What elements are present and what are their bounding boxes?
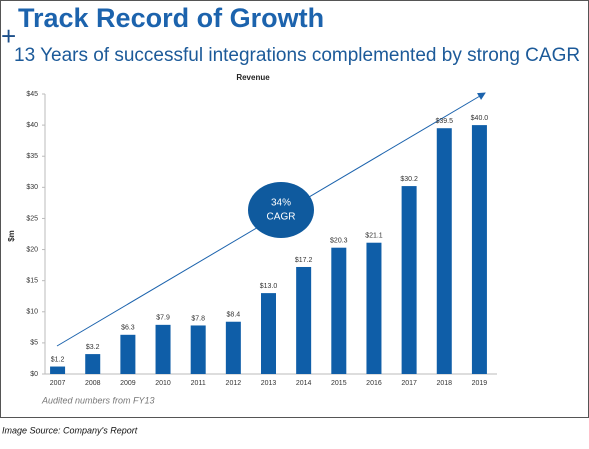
y-tick-label: $45 [26, 91, 38, 98]
value-label: $7.8 [191, 315, 205, 322]
value-label: $3.2 [86, 344, 100, 351]
y-tick-label: $35 [26, 153, 38, 160]
x-tick-label: 2018 [436, 380, 452, 387]
value-label: $30.2 [400, 176, 418, 183]
bar [436, 128, 452, 374]
value-label: $13.0 [260, 283, 278, 290]
bar [296, 266, 312, 374]
value-label: $1.2 [51, 356, 65, 363]
bar [401, 186, 417, 374]
value-label: $40.0 [471, 115, 489, 122]
bar [225, 321, 241, 374]
source: Image Source: Company's Report [2, 425, 138, 435]
x-tick-label: 2017 [401, 380, 417, 387]
cagr-bubble [248, 182, 314, 238]
y-tick-label: $10 [26, 309, 38, 316]
chart-title: Revenue [236, 73, 270, 82]
x-tick-label: 2014 [296, 380, 312, 387]
bar [190, 325, 206, 374]
bar [261, 293, 276, 374]
x-tick-label: 2013 [261, 380, 277, 387]
x-tick-label: 2015 [331, 380, 347, 387]
y-tick-label: $30 [26, 184, 38, 191]
x-tick-label: 2009 [120, 380, 136, 387]
y-tick-label: $25 [26, 215, 38, 222]
bar [471, 125, 487, 374]
y-tick-label: $40 [26, 122, 38, 129]
value-label: $21.1 [365, 233, 383, 240]
x-tick-label: 2010 [155, 380, 171, 387]
bar [155, 324, 171, 374]
value-label: $7.9 [156, 315, 170, 322]
cagr-value: 34% [271, 198, 291, 209]
value-label: $20.3 [330, 238, 348, 245]
bar [366, 242, 382, 374]
bar [331, 247, 347, 374]
x-tick-label: 2016 [366, 380, 382, 387]
bar [50, 366, 66, 374]
value-label: $39.5 [436, 118, 454, 125]
y-axis-label: $m [7, 230, 16, 242]
slide-title: Track Record of Growth [18, 3, 324, 33]
cagr-label: CAGR [267, 212, 296, 223]
value-label: $17.2 [295, 257, 313, 264]
bar [85, 354, 101, 374]
value-label: $8.4 [227, 312, 241, 319]
bar [120, 334, 136, 374]
x-tick-label: 2019 [472, 380, 488, 387]
subtitle: 13 Years of successful integrations comp… [14, 45, 580, 66]
y-tick-label: $15 [26, 278, 38, 285]
x-tick-label: 2011 [191, 380, 206, 387]
x-tick-label: 2008 [85, 380, 101, 387]
x-tick-label: 2007 [50, 380, 66, 387]
y-tick-label: $5 [30, 340, 38, 347]
value-label: $6.3 [121, 325, 135, 332]
plus-icon: + [1, 21, 16, 51]
note: Audited numbers from FY13 [41, 395, 155, 405]
x-tick-label: 2012 [226, 380, 242, 387]
y-tick-label: $20 [26, 246, 38, 253]
y-tick-label: $0 [30, 371, 38, 378]
